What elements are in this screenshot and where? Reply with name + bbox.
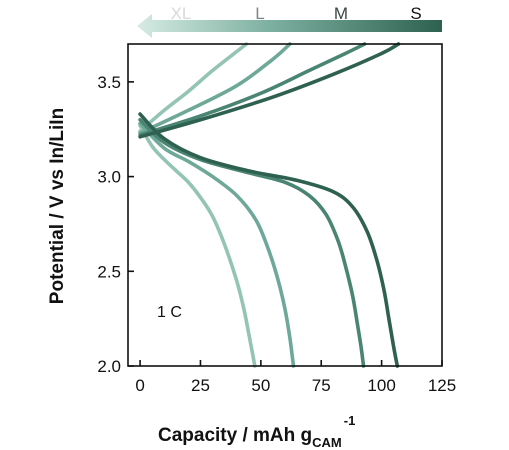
legend-gradient-arrow: [137, 14, 442, 38]
y-tick-label: 3.5: [97, 73, 121, 92]
x-tick-label: 125: [428, 376, 456, 395]
y-axis-title: Potential / V vs In/LiIn: [47, 108, 68, 304]
x-axis-title-superscript: -1: [344, 413, 356, 428]
x-tick-label: 75: [312, 376, 331, 395]
annotation-rate: 1 C: [157, 304, 182, 321]
y-tick-label: 3.0: [97, 168, 121, 187]
x-tick-label: 25: [191, 376, 210, 395]
series-xl-charge-line: [138, 42, 249, 133]
legend-label-xl: XL: [171, 4, 192, 23]
series-l-charge-line: [138, 42, 292, 135]
x-axis-title-main: Capacity / mAh g: [158, 425, 312, 446]
series-m-charge-line: [138, 42, 367, 137]
series-xl-discharge-line: [138, 123, 257, 368]
x-tick-label: 0: [135, 376, 144, 395]
series-s-discharge-line: [138, 112, 400, 368]
x-tick-label: 100: [367, 376, 395, 395]
legend-label-l: L: [255, 4, 264, 23]
series-l-discharge-line: [138, 121, 296, 368]
plot-lines: [138, 42, 401, 368]
x-axis-title-subscript: CAM: [312, 435, 342, 450]
legend-label-s: S: [410, 4, 421, 23]
x-axis-title: Capacity / mAh gCAM-1: [158, 413, 355, 450]
plot-frame: [127, 43, 443, 367]
legend-label-m: M: [334, 4, 348, 23]
axes: 2.0 2.5 3.0 3.5 0 25 50 75 100 125: [97, 43, 456, 395]
series-m-discharge-line: [138, 117, 366, 368]
legend: XL L M S: [137, 4, 442, 38]
y-tick-label: 2.5: [97, 262, 121, 281]
y-tick-label: 2.0: [97, 357, 121, 376]
series-s-charge-line: [138, 42, 401, 139]
x-tick-label: 50: [251, 376, 270, 395]
